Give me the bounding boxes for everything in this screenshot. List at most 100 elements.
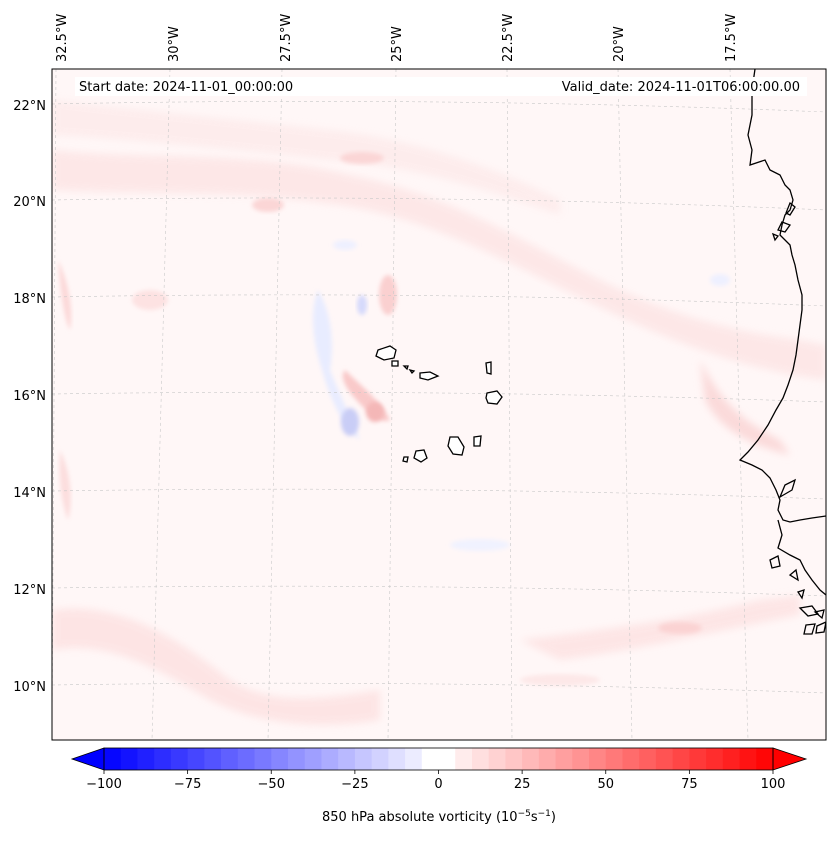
lon-label: 22.5°W <box>501 14 516 62</box>
coastlines <box>738 69 826 635</box>
coastline-islets <box>769 555 781 569</box>
vorticity-patch <box>252 198 284 212</box>
vorticity-patch <box>658 622 702 634</box>
coastline-islets <box>815 621 826 634</box>
coastline-islets <box>771 232 780 242</box>
colorbar-segment <box>538 748 556 770</box>
colorbar-segment <box>321 748 339 770</box>
colorbar-tick-label: 100 <box>761 777 786 792</box>
vorticity-negative-lobe <box>313 290 360 440</box>
vorticity-negative-core <box>341 408 359 436</box>
graticule <box>52 69 826 740</box>
parallel <box>52 197 826 211</box>
colorbar-segment <box>622 748 640 770</box>
colorbar-label-sup: −1 <box>538 809 551 819</box>
colorbar-segment <box>104 748 122 770</box>
colorbar-segment <box>120 748 138 770</box>
vorticity-negative-core <box>357 295 367 315</box>
lon-label: 30°W <box>167 26 182 62</box>
colorbar-label: 850 hPa absolute vorticity (10−5s−1) <box>322 809 556 825</box>
vorticity-streak-west <box>58 260 72 330</box>
meridian <box>267 69 283 740</box>
colorbar-tick-label: 25 <box>514 777 531 792</box>
vorticity-patch <box>520 674 600 686</box>
meridian <box>52 69 57 740</box>
colorbar-segment <box>187 748 205 770</box>
island <box>447 436 465 456</box>
island <box>419 371 440 381</box>
colorbar-tick-label: 75 <box>681 777 698 792</box>
island <box>391 360 399 367</box>
colorbar-segment <box>271 748 289 770</box>
colorbar-segment <box>756 748 774 770</box>
vorticity-negative-patch <box>333 240 357 250</box>
colorbar-segment <box>572 748 590 770</box>
colorbar-segment <box>555 748 573 770</box>
valid-date-label: Valid_date: 2024-11-01T06:00:00.00 <box>562 80 800 95</box>
colorbar-tick-label: −50 <box>258 777 285 792</box>
colorbar-segment <box>706 748 724 770</box>
colorbar-segment <box>154 748 172 770</box>
colorbar-tick-label: −25 <box>341 777 368 792</box>
lat-label: 10°N <box>13 680 46 695</box>
colorbar-segment <box>639 748 657 770</box>
meridian <box>151 69 171 740</box>
latitude-labels: 22°N 20°N 18°N 16°N 14°N 12°N 10°N <box>13 99 46 695</box>
coastline-islets <box>785 201 796 216</box>
vorticity-positive-core <box>379 275 397 315</box>
cape-verde-islands <box>375 345 503 463</box>
parallel <box>52 294 826 307</box>
colorbar-label-text: 850 hPa absolute vorticity (10 <box>322 810 518 825</box>
vorticity-band-north <box>52 150 826 380</box>
colorbar-segment <box>204 748 222 770</box>
coastline-islets <box>777 221 792 233</box>
island <box>485 390 503 405</box>
meridian <box>729 69 749 740</box>
coastline-islets <box>778 478 797 499</box>
colorbar-segment <box>354 748 373 770</box>
colorbar-segment <box>522 748 540 770</box>
colorbar-segment <box>689 748 707 770</box>
vorticity-band-upper <box>52 100 560 215</box>
colorbar-segment <box>589 748 607 770</box>
coastline-islets <box>803 623 816 635</box>
colorbar-segment <box>455 748 473 770</box>
colorbar-segment <box>287 748 306 770</box>
lat-label: 12°N <box>13 583 46 598</box>
colorbar-segment <box>388 748 406 770</box>
colorbar-segment <box>221 748 239 770</box>
parallel <box>52 488 826 500</box>
colorbar-segment <box>170 748 189 770</box>
lon-label: 27.5°W <box>279 14 294 62</box>
vorticity-negative-patch <box>710 274 730 286</box>
coastline-islets <box>788 568 799 582</box>
island <box>485 361 492 375</box>
colorbar-segment <box>505 748 523 770</box>
start-date-label: Start date: 2024-11-01_00:00:00 <box>79 80 293 95</box>
colorbar-segment <box>137 748 155 770</box>
island <box>413 449 428 463</box>
meridian <box>387 69 397 740</box>
island <box>375 345 397 361</box>
lat-label: 18°N <box>13 292 46 307</box>
colorbar-label-end: ) <box>551 810 556 825</box>
colorbar-tick-label: 50 <box>597 777 614 792</box>
colorbar-ticks: −100 −75 −50 −25 0 25 50 75 100 <box>86 770 785 792</box>
island <box>473 435 482 447</box>
colorbar-tick-label: 0 <box>434 777 442 792</box>
colorbar-segment <box>471 748 490 770</box>
vorticity-patch <box>132 290 168 310</box>
colorbar-tick-label: −75 <box>174 777 201 792</box>
coastline-islets <box>813 609 825 620</box>
colorbar-tick-label: −100 <box>86 777 122 792</box>
parallel <box>52 682 826 694</box>
parallel <box>52 585 826 597</box>
colorbar-segment <box>605 748 623 770</box>
island <box>402 456 409 463</box>
colorbar: −100 −75 −50 −25 0 25 50 75 100 850 hPa absolute… <box>70 747 808 825</box>
colorbar-segment <box>655 748 674 770</box>
africa-coastline <box>738 69 826 523</box>
lon-label: 25°W <box>390 26 405 62</box>
vorticity-streak-west-2 <box>59 450 71 520</box>
